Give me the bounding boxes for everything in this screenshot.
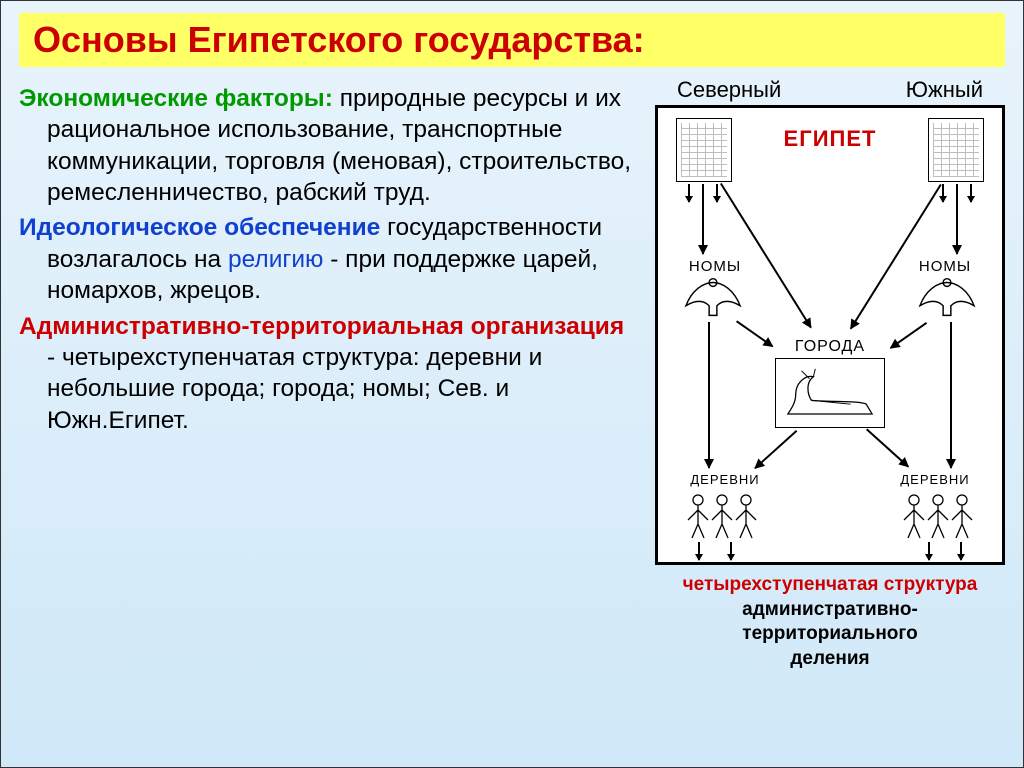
label-nomy-right: НОМЫ xyxy=(910,258,980,275)
arrow-icon xyxy=(754,430,797,469)
arrow-icon xyxy=(866,429,909,468)
word-religion: религию xyxy=(228,246,323,273)
villagers-right-icon xyxy=(898,490,978,540)
caption-line1: четырехступенчатая структура xyxy=(683,574,978,595)
diagram-top-labels: Северный Южный xyxy=(655,77,1005,105)
arrow-icon xyxy=(716,184,718,202)
caption-line2: административно-территориального xyxy=(742,599,918,645)
label-south: Южный xyxy=(906,77,983,103)
arrow-icon xyxy=(688,184,690,202)
diagram-frame: ЕГИПЕТ НОМЫ НОМЫ ГОРОДА xyxy=(655,105,1005,565)
arrow-icon xyxy=(702,184,704,254)
arrow-icon xyxy=(928,542,930,560)
arrow-icon xyxy=(698,542,700,560)
diagram-caption: четырехступенчатая структура администрат… xyxy=(655,573,1005,672)
label-north: Северный xyxy=(677,77,781,103)
pharaoh-north-icon xyxy=(676,118,732,182)
arrow-icon xyxy=(730,542,732,560)
sphinx-icon xyxy=(775,358,885,428)
heading-economic: Экономические факторы: xyxy=(19,85,333,112)
paragraph-economic: Экономические факторы: природные ресурсы… xyxy=(19,83,639,208)
arrow-icon xyxy=(960,542,962,560)
paragraph-ideological: Идеологическое обеспечение государственн… xyxy=(19,212,639,306)
label-derevni-right: ДЕРЕВНИ xyxy=(890,472,980,487)
label-goroda: ГОРОДА xyxy=(658,338,1002,356)
arrow-icon xyxy=(942,184,944,202)
page-title: Основы Египетского государства: xyxy=(33,19,991,61)
diagram-column: Северный Южный ЕГИПЕТ НОМЫ НОМЫ xyxy=(655,75,1005,672)
text-column: Экономические факторы: природные ресурсы… xyxy=(19,75,645,672)
paragraph-administrative: Административно-территориальная организа… xyxy=(19,311,639,436)
villagers-left-icon xyxy=(682,490,762,540)
caption-line3: деления xyxy=(790,648,869,669)
arrow-icon xyxy=(956,184,958,254)
title-bar: Основы Египетского государства: xyxy=(19,13,1005,67)
arrow-icon xyxy=(970,184,972,202)
label-derevni-left: ДЕРЕВНИ xyxy=(680,472,770,487)
content-area: Экономические факторы: природные ресурсы… xyxy=(1,75,1023,672)
pharaoh-south-icon xyxy=(928,118,984,182)
label-nomy-left: НОМЫ xyxy=(680,258,750,275)
heading-ideological: Идеологическое обеспечение xyxy=(19,214,380,241)
eagle-right-icon xyxy=(918,276,976,320)
body-administrative: - четырехступенчатая структура: деревни … xyxy=(47,344,542,434)
eagle-left-icon xyxy=(684,276,742,320)
heading-administrative: Административно-территориальная организа… xyxy=(19,313,624,340)
